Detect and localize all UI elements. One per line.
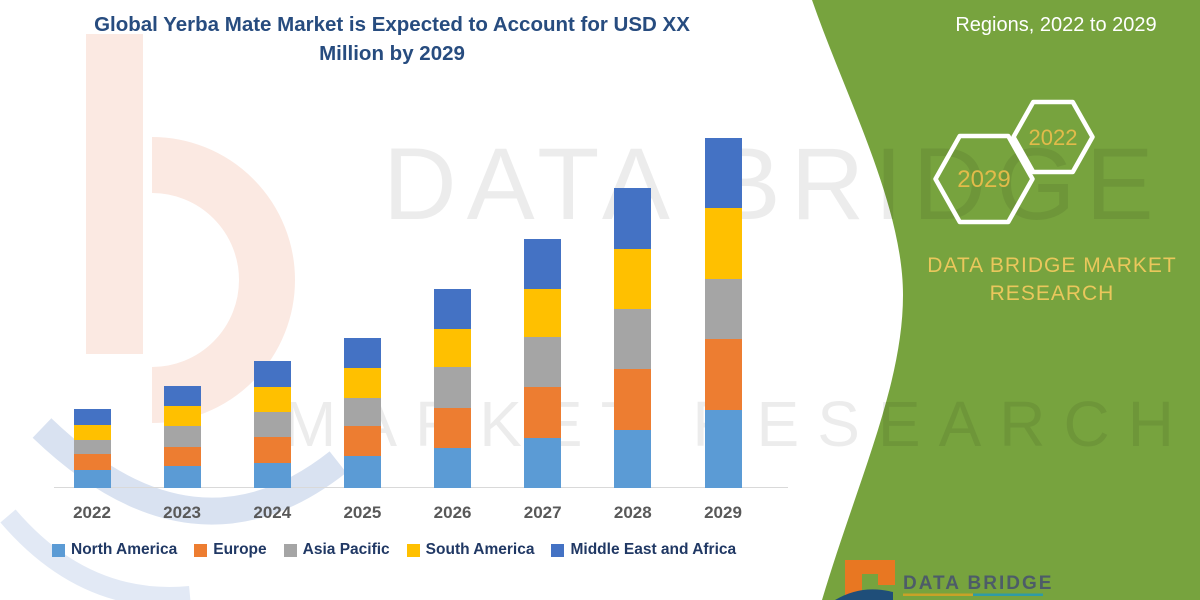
legend-label: North America [71,541,178,558]
bar-segment-europe [73,454,111,470]
legend-item: Asia Pacific [283,541,390,559]
bar-segment-south-america [343,368,381,398]
bar-segment-asia-pacific [614,309,652,369]
hexagon-2022: 2022 [1011,99,1095,175]
chart-title: Global Yerba Mate Market is Expected to … [68,10,716,68]
chart-title-line1: Global Yerba Mate Market is Expected to … [94,13,690,36]
bar-segment-north-america [614,430,652,488]
x-axis-label: 2025 [343,503,382,522]
legend-swatch-icon [52,543,65,557]
bar-segment-middle-east-and-africa [343,338,381,368]
legend-item: Europe [194,541,267,559]
bar-segment-middle-east-and-africa [163,386,201,406]
hexagon-2029-label: 2029 [957,166,1010,193]
watermark-line1: DATA BRIDGE [383,127,1164,241]
bar-segment-north-america [524,438,562,488]
bar-segment-middle-east-and-africa [434,289,472,329]
bar-segment-south-america [253,387,291,412]
bar-segment-middle-east-and-africa [524,239,562,289]
bar-segment-asia-pacific [704,279,742,339]
bar-segment-middle-east-and-africa [614,188,652,249]
bar-segment-north-america [163,466,201,488]
chart-title-line2: Million by 2029 [319,42,465,65]
bar-segment-europe [524,387,562,438]
x-axis-label: 2023 [163,503,201,522]
bar-segment-north-america [343,456,381,488]
bar-segment-europe [704,339,742,410]
legend-swatch-icon [406,543,420,557]
bar-segment-europe [343,426,381,456]
hexagon-2022-label: 2022 [1029,125,1078,150]
bar-segment-south-america [73,425,111,440]
bar-segment-north-america [73,470,111,488]
x-axis-label: 2027 [523,503,562,522]
bar-segment-europe [434,408,472,448]
x-axis-label: 2022 [73,503,111,522]
footer-logo: DATA BRIDGE MARKET RESEARCH [835,560,1059,600]
footer-logo-name: DATA BRIDGE [903,573,1053,594]
panel-brand-line1: DATA BRIDGE MARKET [927,254,1176,277]
legend-item: South America [406,541,535,559]
bar-segment-south-america [434,329,472,367]
green-panel [812,0,1200,600]
bar-segment-asia-pacific [343,398,381,426]
bar-segment-middle-east-and-africa [253,361,291,387]
bar-segment-europe [163,447,201,466]
legend-swatch-icon [283,543,297,557]
bar-segment-south-america [704,208,742,279]
bar-segment-asia-pacific [73,440,111,454]
x-axis-label: 2028 [613,503,652,522]
bar-segment-asia-pacific [524,337,562,387]
footer-logo-b-icon [845,560,895,600]
x-axis-label: 2026 [433,503,472,522]
bar-segment-europe [253,437,291,463]
x-axis-label: 2029 [704,503,742,522]
x-axis-line [54,487,788,488]
legend-swatch-icon [194,543,208,557]
bar-segment-middle-east-and-africa [73,409,111,425]
bar-segment-asia-pacific [253,412,291,437]
bar-segment-north-america [434,448,472,488]
bar-segment-north-america [704,410,742,488]
legend-item: North America [52,541,177,559]
bar-segment-middle-east-and-africa [704,138,742,208]
chart-legend: North America Europe Asia Pacific South Ame… [52,541,736,559]
bar-segment-south-america [614,249,652,309]
panel-brand-line2: RESEARCH [990,282,1115,305]
bar-segment-south-america [163,406,201,426]
legend-swatch-icon [551,543,565,557]
legend-label: Middle East and Africa [570,541,737,558]
legend-label: Asia Pacific [302,541,390,558]
bar-segment-north-america [253,463,291,488]
bar-segment-south-america [524,289,562,337]
hexagon-2029: 2029 [933,133,1035,225]
bar-segment-europe [614,369,652,430]
x-axis-label: 2024 [253,503,292,522]
panel-heading: Regions, 2022 to 2029 [955,14,1156,36]
legend-label: Europe [213,541,267,558]
bar-segment-asia-pacific [163,426,201,447]
legend-item: Middle East and Africa [551,541,736,559]
bar-segment-asia-pacific [434,367,472,408]
legend-label: South America [425,541,535,558]
footer-logo-swoosh-icon [835,589,893,600]
